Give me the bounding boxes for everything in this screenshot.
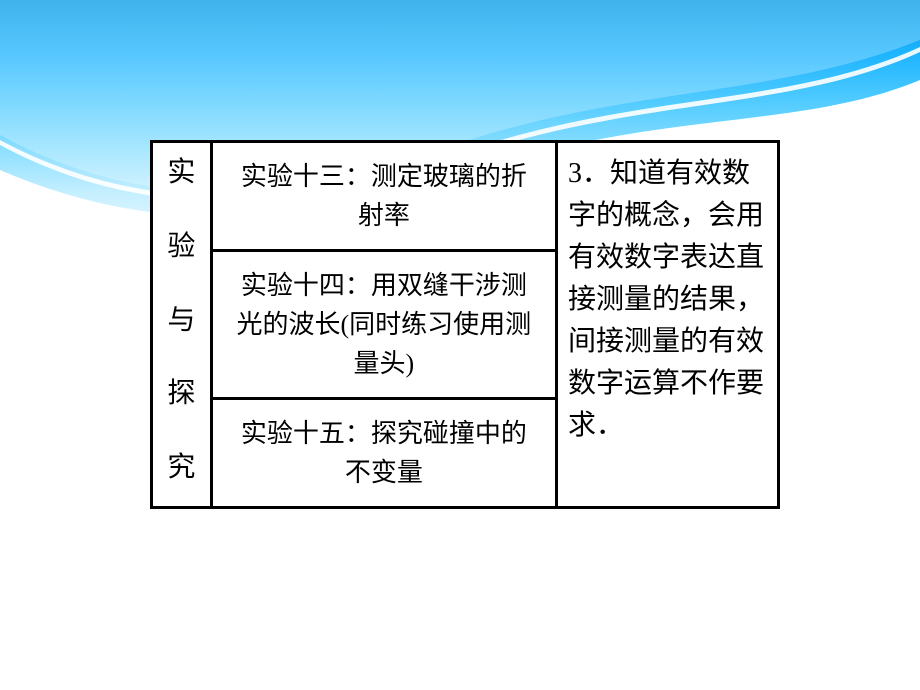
header-char: 验 [167, 233, 195, 261]
experiment-row: 实验十四：用双缝干涉测光的波长(同时练习使用测量头) [213, 249, 555, 397]
experiments-table: 实 验 与 探 究 实验十三：测定玻璃的折射率 实验十四：用双缝干涉测光的波长(… [150, 140, 780, 509]
experiment-row: 实验十五：探究碰撞中的不变量 [213, 397, 555, 506]
notes-column: 3．知道有效数字的概念，会用有效数字表达直接测量的结果，间接测量的有效数字运算不… [558, 143, 777, 506]
header-char: 究 [167, 454, 195, 482]
header-char: 与 [167, 307, 195, 335]
header-char: 实 [167, 159, 195, 187]
experiment-row: 实验十三：测定玻璃的折射率 [213, 143, 555, 249]
header-char: 探 [167, 380, 195, 408]
row-header-vertical: 实 验 与 探 究 [153, 143, 213, 506]
experiments-column: 实验十三：测定玻璃的折射率 实验十四：用双缝干涉测光的波长(同时练习使用测量头)… [213, 143, 558, 506]
